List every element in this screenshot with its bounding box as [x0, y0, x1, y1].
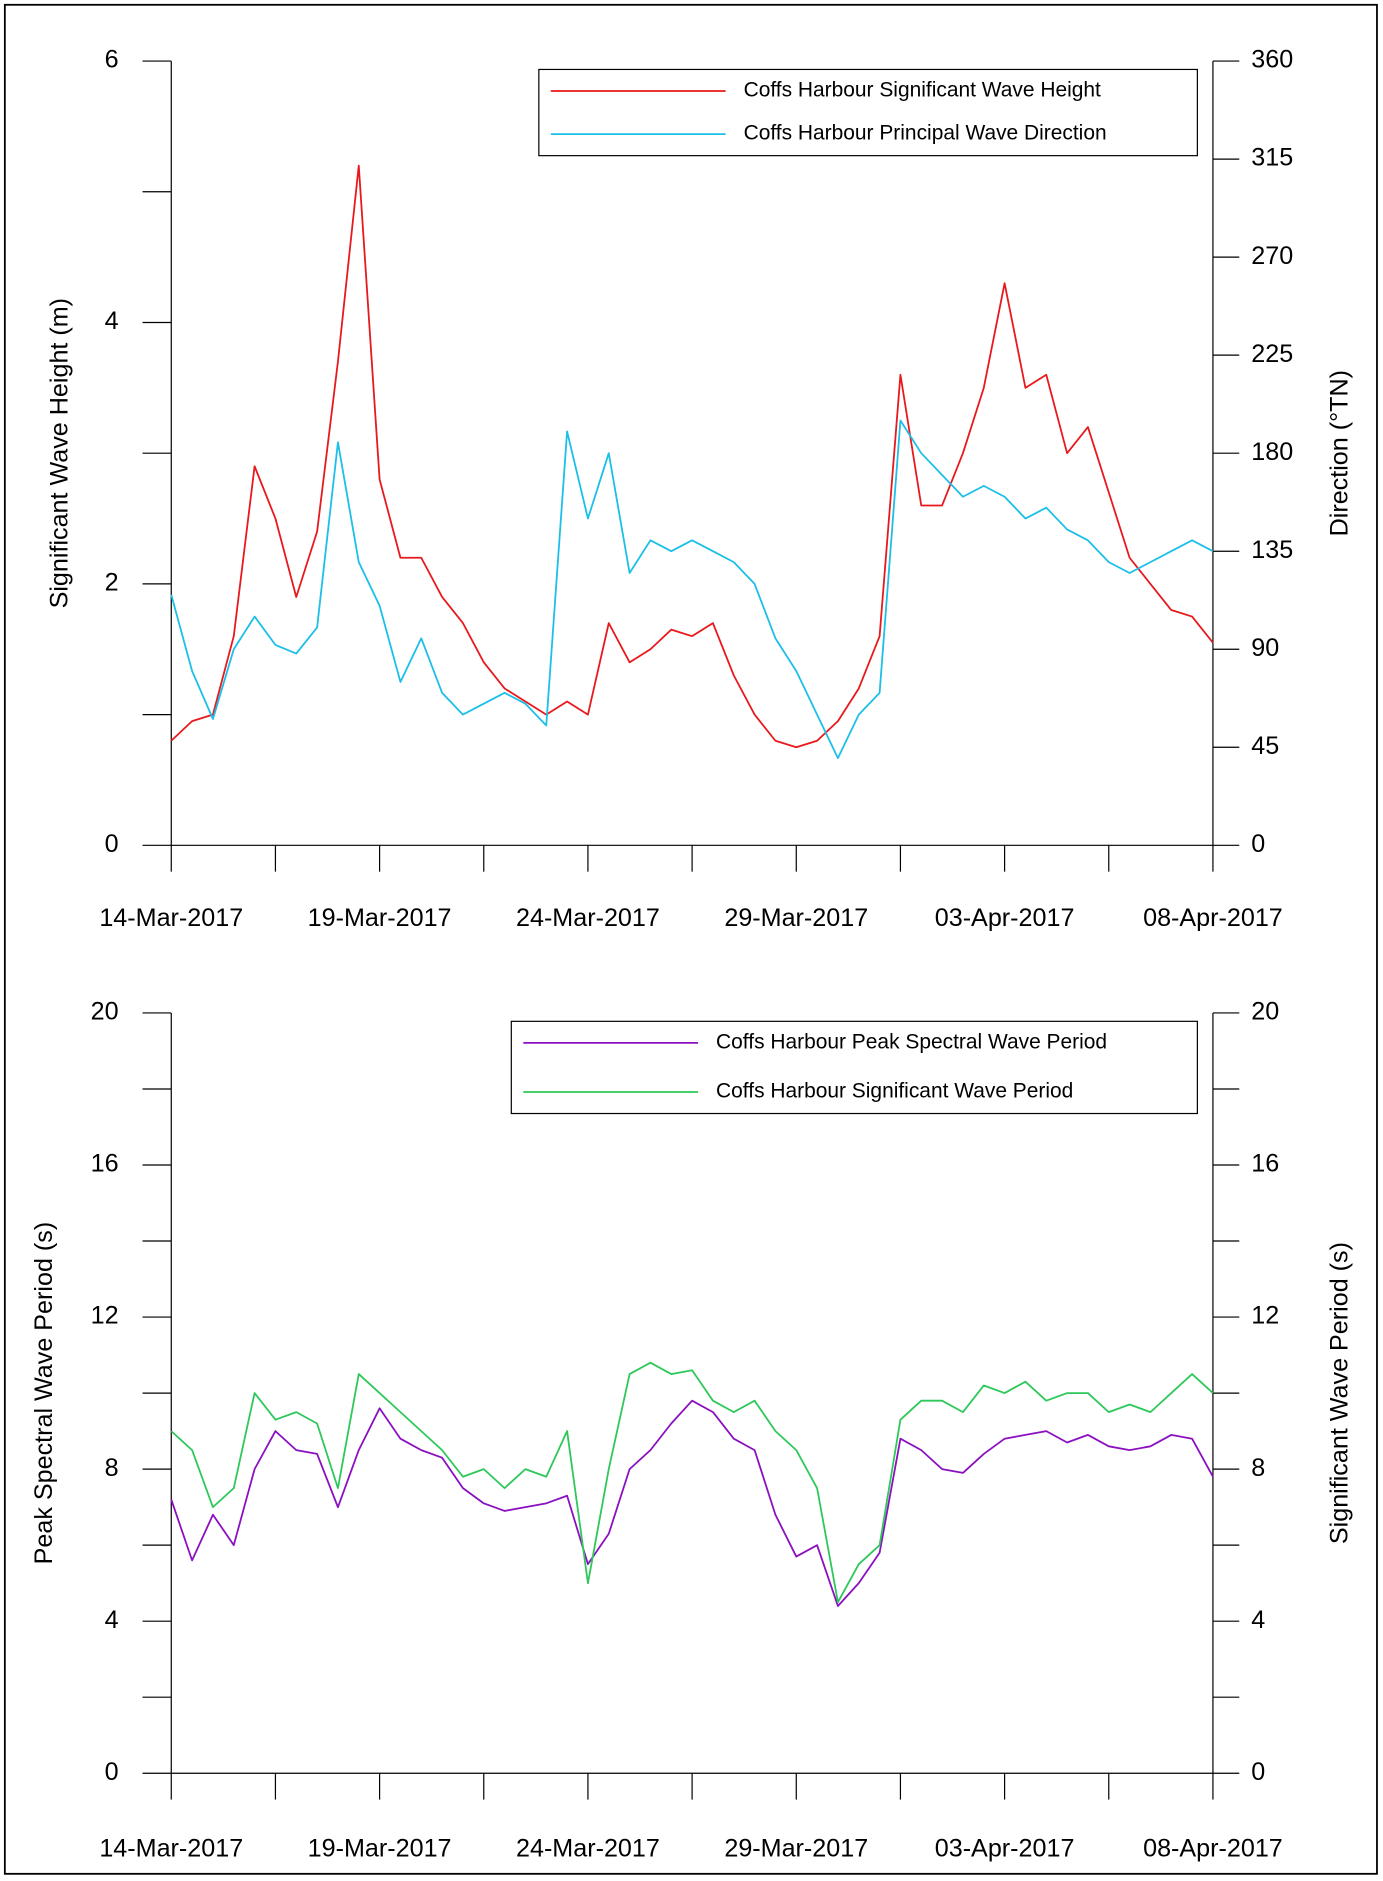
legend-box	[510, 1020, 1198, 1115]
y2-tick-label: 315	[1251, 144, 1293, 172]
y2-tick-label: 360	[1251, 46, 1293, 74]
x-tick-label: 14-Mar-2017	[99, 904, 243, 932]
y2-tick-label: 90	[1251, 634, 1279, 662]
y-tick-label: 0	[105, 830, 119, 858]
y2-tick-label: 16	[1251, 1150, 1279, 1178]
series-line	[170, 164, 1214, 749]
x-tick-label: 03-Apr-2017	[935, 1835, 1075, 1863]
y-tick-label: 2	[105, 569, 119, 597]
y-tick-label: 16	[91, 1150, 119, 1178]
y-axis-label: Peak Spectral Wave Period (s)	[30, 1222, 58, 1565]
x-tick-label: 03-Apr-2017	[935, 904, 1075, 932]
x-tick-label: 29-Mar-2017	[724, 904, 868, 932]
y2-tick-label: 270	[1251, 242, 1293, 270]
x-tick-label: 14-Mar-2017	[99, 1835, 243, 1863]
series-line	[170, 1399, 1214, 1607]
legend-label: Coffs Harbour Significant Wave Period	[716, 1079, 1073, 1102]
y-tick-label: 6	[105, 46, 119, 74]
y2-axis-label: Direction (°TN)	[1326, 370, 1354, 536]
y-axis-label: Significant Wave Height (m)	[46, 298, 74, 608]
y2-tick-label: 225	[1251, 340, 1293, 368]
y-tick-label: 4	[105, 1606, 119, 1634]
x-tick-label: 19-Mar-2017	[308, 904, 452, 932]
y2-tick-label: 135	[1251, 536, 1293, 564]
x-tick-label: 08-Apr-2017	[1143, 904, 1283, 932]
x-tick-label: 29-Mar-2017	[724, 1835, 868, 1863]
x-tick-label: 19-Mar-2017	[308, 1835, 452, 1863]
y-tick-label: 0	[105, 1758, 119, 1786]
legend-label: Coffs Harbour Principal Wave Direction	[744, 122, 1107, 145]
y2-tick-label: 0	[1251, 830, 1265, 858]
y2-tick-label: 20	[1251, 998, 1279, 1026]
y-tick-label: 4	[105, 307, 119, 335]
series-line	[170, 419, 1214, 760]
y2-tick-label: 0	[1251, 1758, 1265, 1786]
y2-tick-label: 12	[1251, 1302, 1279, 1330]
y2-tick-label: 8	[1251, 1454, 1265, 1482]
y-tick-label: 12	[91, 1302, 119, 1330]
y-tick-label: 20	[91, 998, 119, 1026]
legend-label: Coffs Harbour Significant Wave Height	[744, 79, 1101, 102]
y-tick-label: 8	[105, 1454, 119, 1482]
y2-tick-label: 45	[1251, 732, 1279, 760]
series-line	[170, 1361, 1214, 1604]
x-tick-label: 08-Apr-2017	[1143, 1835, 1283, 1863]
frame	[3, 3, 1378, 1875]
legend-box	[538, 68, 1198, 157]
y2-tick-label: 180	[1251, 438, 1293, 466]
x-tick-label: 24-Mar-2017	[516, 1835, 660, 1863]
legend-label: Coffs Harbour Peak Spectral Wave Period	[716, 1030, 1107, 1053]
y2-axis-label: Significant Wave Period (s)	[1326, 1242, 1354, 1544]
y2-tick-label: 4	[1251, 1606, 1265, 1634]
x-tick-label: 24-Mar-2017	[516, 904, 660, 932]
